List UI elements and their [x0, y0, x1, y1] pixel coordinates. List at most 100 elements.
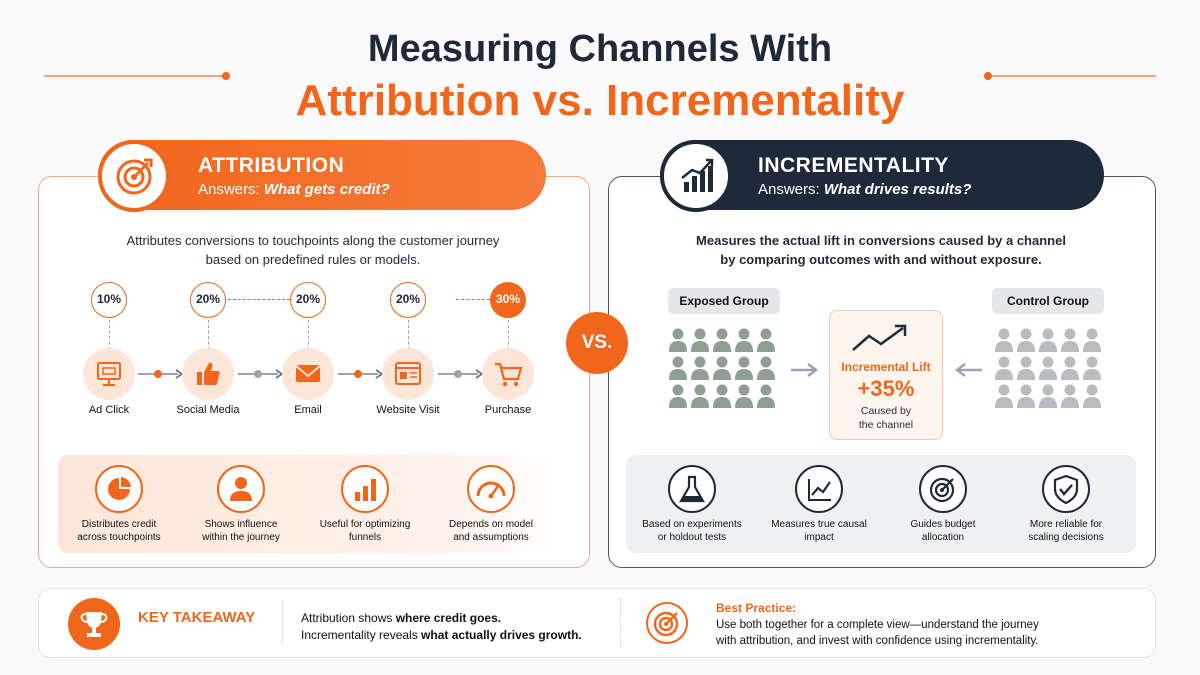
incremental-lift-caption: Caused by the channel: [858, 405, 914, 431]
gauge-icon: [467, 465, 515, 513]
arrow-right-icon: [791, 363, 819, 377]
bar-chart-icon: [341, 465, 389, 513]
thumbs-up-icon: [182, 348, 234, 400]
title-deco-line-left: [44, 75, 224, 77]
key-takeaway-label: KEY TAKEAWAY: [138, 609, 256, 626]
person-icon: [713, 356, 731, 380]
attribution-feature-label: Distributes credit across touchpoints: [77, 519, 161, 543]
person-icon: [669, 356, 687, 380]
journey-connector-dot: [354, 370, 362, 378]
person-icon: [1083, 384, 1101, 408]
person-icon: [995, 328, 1013, 352]
target-icon: [919, 465, 967, 513]
person-icon: [735, 356, 753, 380]
attribution-heading: ATTRIBUTION: [198, 154, 345, 177]
person-icon: [735, 384, 753, 408]
best-practice-text: Use both together for a complete view—un…: [716, 619, 1039, 647]
incrementality-answers: Answers: What drives results?: [758, 181, 972, 198]
journey-vdash: [308, 320, 309, 350]
journey-percent: 20%: [290, 282, 326, 318]
journey-percent: 20%: [390, 282, 426, 318]
incremental-lift-box: [829, 310, 943, 440]
person-icon: [995, 356, 1013, 380]
person-icon: [669, 384, 687, 408]
person-icon: [1039, 384, 1057, 408]
person-icon: [1083, 328, 1101, 352]
envelope-icon: [282, 348, 334, 400]
incrementality-description: Measures the actual lift in conversions …: [696, 233, 1066, 267]
journey-step-label: Email: [294, 404, 322, 416]
journey-connector-dot: [154, 370, 162, 378]
person-icon: [735, 328, 753, 352]
person-icon: [757, 356, 775, 380]
monitor-icon: [83, 348, 135, 400]
incrementality-feature-label: More reliable for scaling decisions: [1028, 519, 1104, 543]
journey-vdash: [208, 320, 209, 350]
vs-badge: VS.: [566, 312, 628, 374]
incrementality-feature-label: Measures true causal impact: [771, 519, 867, 543]
incrementality-feature-label: Based on experiments or holdout tests: [642, 519, 742, 543]
person-icon: [217, 465, 265, 513]
attribution-description: Attributes conversions to touchpoints al…: [126, 233, 500, 267]
best-practice-target-icon: [646, 602, 688, 644]
growth-chart-icon: [660, 140, 732, 212]
person-icon: [691, 384, 709, 408]
title-line-2: Attribution vs. Incrementality: [295, 76, 905, 125]
journey-vdash: [109, 320, 110, 350]
incrementality-feature-label: Guides budget allocation: [910, 519, 976, 543]
person-icon: [995, 384, 1013, 408]
browser-icon: [382, 348, 434, 400]
person-icon: [1017, 356, 1035, 380]
person-icon: [1061, 384, 1079, 408]
title-deco-line-right: [990, 75, 1156, 77]
journey-step-label: Purchase: [484, 404, 532, 416]
footer-divider-dashed: [620, 598, 621, 648]
person-icon: [757, 328, 775, 352]
journey-connector-dot: [254, 370, 262, 378]
attribution-feature-label: Depends on model and assumptions: [449, 519, 533, 543]
key-takeaway-text: Attribution shows where credit goes. Inc…: [301, 611, 582, 642]
footer-divider-solid: [282, 600, 283, 644]
pie-chart-icon: [95, 465, 143, 513]
person-icon: [1083, 356, 1101, 380]
control-group-people: [995, 328, 1101, 408]
exposed-group-people: [669, 328, 775, 408]
person-icon: [1017, 384, 1035, 408]
person-icon: [757, 384, 775, 408]
attribution-feature-label: Shows influence within the journey: [202, 519, 280, 543]
incremental-lift-value: +35%: [857, 376, 915, 401]
trophy-icon: [68, 598, 120, 650]
person-icon: [691, 356, 709, 380]
title-line-1: Measuring Channels With: [367, 28, 833, 70]
person-icon: [1039, 328, 1057, 352]
title-deco-dot-left: [222, 72, 230, 80]
title-deco-dot-right: [984, 72, 992, 80]
dash-connector-1: [228, 299, 290, 300]
journey-vdash: [508, 320, 509, 350]
person-icon: [1061, 328, 1079, 352]
journey-percent: 10%: [91, 282, 127, 318]
person-icon: [669, 328, 687, 352]
journey-vdash: [408, 320, 409, 350]
footer-panel: [38, 588, 1156, 658]
person-icon: [1061, 356, 1079, 380]
attribution-feature-label: Useful for optimizing funnels: [319, 519, 411, 543]
shield-check-icon: [1042, 465, 1090, 513]
line-chart-icon: [795, 465, 843, 513]
person-icon: [691, 328, 709, 352]
dash-connector-2: [456, 299, 490, 300]
cart-icon: [482, 348, 534, 400]
journey-step-label: Website Visit: [376, 404, 440, 416]
incrementality-heading: INCREMENTALITY: [758, 154, 949, 177]
person-icon: [713, 384, 731, 408]
journey-connector-dot: [454, 370, 462, 378]
incremental-lift-title: Incremental Lift: [841, 360, 931, 374]
journey-percent: 20%: [190, 282, 226, 318]
journey-step-label: Social Media: [176, 404, 240, 416]
attribution-answers: Answers: What gets credit?: [198, 181, 390, 198]
journey-percent-highlight: 30%: [490, 282, 526, 318]
person-icon: [713, 328, 731, 352]
attribution-target-icon: [98, 140, 170, 212]
person-icon: [1017, 328, 1035, 352]
journey-step-label: Ad Click: [88, 404, 130, 416]
